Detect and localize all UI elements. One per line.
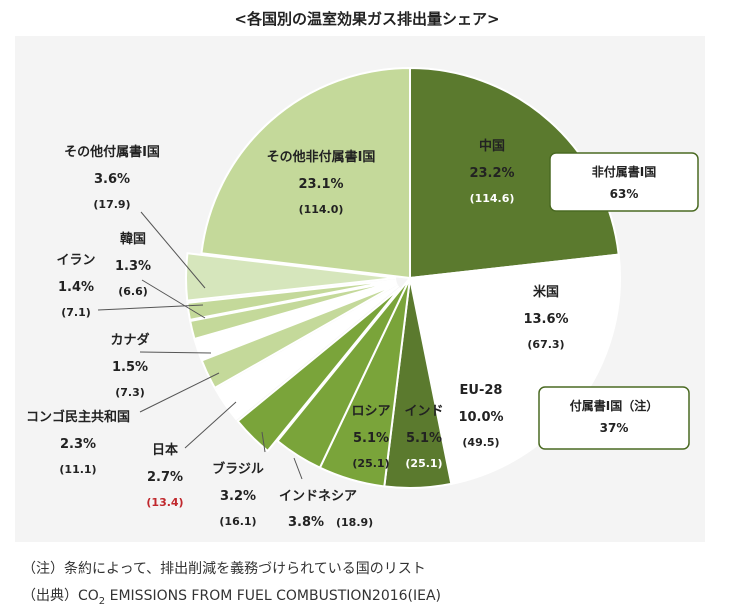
label-14-value: (114.0) xyxy=(299,203,344,216)
pie-slice-12 xyxy=(186,279,397,321)
leader-line-8 xyxy=(293,457,303,480)
leader-line-7 xyxy=(261,431,266,453)
label-13-name: その他付属書I国 xyxy=(64,144,160,160)
pie-slice-14 xyxy=(200,66,411,280)
label-10-name: カナダ xyxy=(110,332,149,348)
label-3-share: 10.0% xyxy=(458,410,503,425)
pie-slice-11 xyxy=(189,280,397,341)
label-12-value: (6.6) xyxy=(118,285,148,298)
label-11-share: 1.4% xyxy=(58,280,94,295)
pie-slice-10 xyxy=(193,281,398,361)
label-9-value: (11.1) xyxy=(59,463,96,476)
leader-line-4 xyxy=(139,351,212,354)
label-3-value: (49.5) xyxy=(462,436,499,449)
footnote-note: （注）条約によって、排出削減を義務づけられている国のリスト xyxy=(22,561,426,577)
label-14-share: 23.1% xyxy=(298,177,343,192)
pie-slice-1 xyxy=(409,66,620,280)
label-2-value: (67.3) xyxy=(527,338,564,351)
group-2-share: 37% xyxy=(600,421,629,435)
label-6-share: 3.8% xyxy=(288,515,324,530)
label-7-value: (16.1) xyxy=(219,515,256,528)
leader-line-1 xyxy=(140,211,206,289)
label-11-value: (7.1) xyxy=(61,306,91,319)
leader-line-3 xyxy=(141,279,206,319)
source-subscript: 2 xyxy=(98,595,106,607)
label-4-share: 5.1% xyxy=(406,431,442,446)
pie-slice-6 xyxy=(276,277,411,470)
group-2-name: 付属書I国（注） xyxy=(570,398,658,413)
label-11-name: イラン xyxy=(56,253,95,268)
label-13-share: 3.6% xyxy=(94,172,130,187)
label-7-name: ブラジル xyxy=(212,461,264,477)
label-6-value: (18.9) xyxy=(336,516,373,529)
label-10-value: (7.3) xyxy=(115,386,145,399)
group-box-2 xyxy=(538,386,690,450)
label-1-value: (114.6) xyxy=(470,192,515,205)
source-prefix: （出典）CO xyxy=(22,588,99,604)
label-5-share: 5.1% xyxy=(353,431,389,446)
pie-slice-13 xyxy=(185,252,397,302)
pie-slice-8 xyxy=(214,285,400,421)
label-5-value: (25.1) xyxy=(352,457,389,470)
label-12-share: 1.3% xyxy=(115,259,151,274)
label-8-share: 2.7% xyxy=(147,470,183,485)
label-4-name: インド xyxy=(404,404,443,419)
label-2-name: 米国 xyxy=(533,284,559,300)
label-5-name: ロシア xyxy=(351,404,390,419)
group-1-share: 63% xyxy=(610,187,639,201)
footnote-source: （出典）CO2 EMISSIONS FROM FUEL COMBUSTION20… xyxy=(22,585,441,607)
label-1-share: 23.2% xyxy=(469,166,514,181)
group-box-1 xyxy=(549,152,699,212)
leader-line-5 xyxy=(139,372,220,413)
group-1-name: 非付属書I国 xyxy=(592,164,656,179)
label-13-value: (17.9) xyxy=(93,198,130,211)
label-2-share: 13.6% xyxy=(523,312,568,327)
label-9-share: 2.3% xyxy=(60,437,96,452)
label-8-value: (13.4) xyxy=(146,496,183,509)
label-3-name: EU-28 xyxy=(460,383,503,398)
chart-title: <各国別の温室効果ガス排出量シェア> xyxy=(234,10,500,28)
leader-line-6 xyxy=(184,401,237,449)
label-8-name: 日本 xyxy=(152,442,178,458)
label-12-name: 韓国 xyxy=(120,231,146,247)
label-1-name: 中国 xyxy=(479,138,505,154)
label-6-name: インドネシア xyxy=(279,489,357,504)
label-14-name: その他非付属書I国 xyxy=(267,149,376,165)
source-suffix: EMISSIONS FROM FUEL COMBUSTION2016(IEA) xyxy=(105,588,442,604)
label-10-share: 1.5% xyxy=(112,360,148,375)
label-4-value: (25.1) xyxy=(405,457,442,470)
label-7-share: 3.2% xyxy=(220,489,256,504)
label-9-name: コンゴ民主共和国 xyxy=(26,409,130,425)
pie-slice-9 xyxy=(200,283,398,390)
pie-slice-7 xyxy=(236,287,401,453)
